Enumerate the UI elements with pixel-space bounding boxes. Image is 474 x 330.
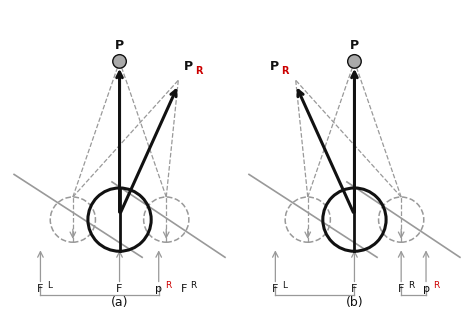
Text: R: R (195, 66, 202, 76)
Text: F: F (181, 284, 187, 294)
Text: F: F (351, 284, 358, 294)
Text: (b): (b) (346, 295, 363, 309)
Text: R: R (281, 66, 288, 76)
Text: R: R (433, 280, 439, 290)
Text: F: F (37, 284, 44, 294)
Text: F: F (116, 284, 123, 294)
Circle shape (113, 55, 127, 68)
Text: P: P (350, 39, 359, 52)
Text: L: L (47, 280, 52, 290)
Text: P: P (270, 60, 279, 73)
Text: L: L (282, 280, 287, 290)
Text: F: F (272, 284, 279, 294)
Text: p: p (422, 284, 429, 294)
Circle shape (347, 55, 361, 68)
Text: R: R (191, 280, 197, 290)
Text: P: P (115, 39, 124, 52)
Text: (a): (a) (111, 295, 128, 309)
Text: P: P (184, 60, 193, 73)
Text: R: R (408, 280, 414, 290)
Text: F: F (398, 284, 404, 294)
Text: R: R (165, 280, 172, 290)
Text: p: p (155, 284, 162, 294)
